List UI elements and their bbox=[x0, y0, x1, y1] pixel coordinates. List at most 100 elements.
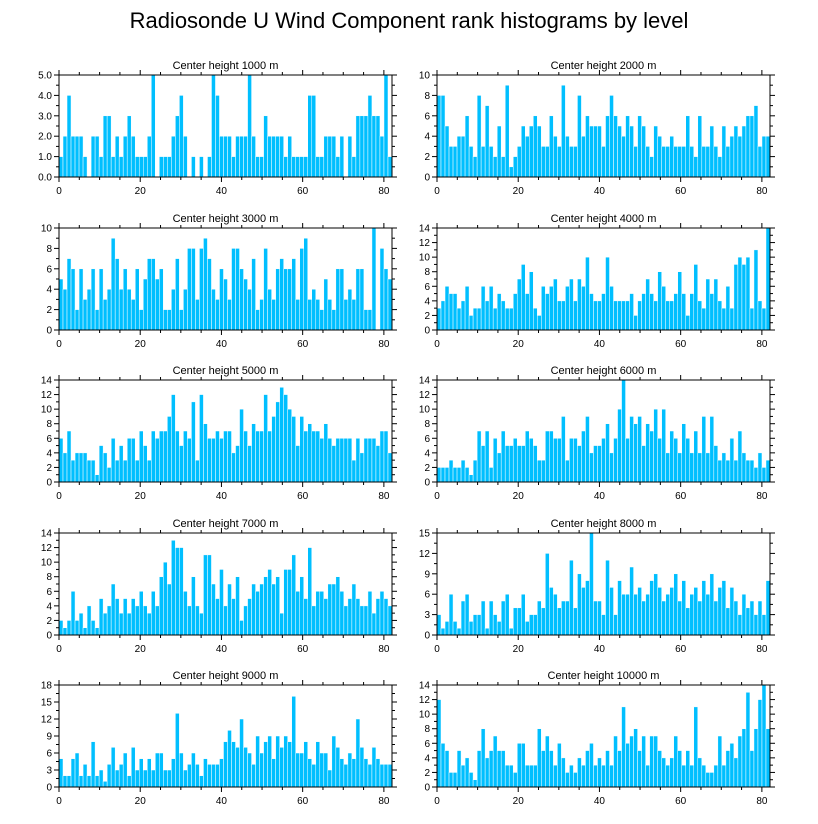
histogram-bar bbox=[721, 764, 727, 788]
histogram-bar bbox=[565, 772, 570, 788]
histogram-bar bbox=[203, 237, 208, 331]
histogram-bar bbox=[138, 591, 144, 636]
histogram-bar bbox=[565, 286, 570, 331]
histogram-bar bbox=[183, 430, 188, 483]
histogram-bar bbox=[456, 307, 462, 331]
histogram-bar bbox=[669, 135, 674, 178]
histogram-bar bbox=[138, 430, 144, 483]
histogram-bar bbox=[247, 445, 252, 483]
histogram-bar bbox=[577, 95, 582, 178]
histogram-bar bbox=[275, 735, 280, 788]
histogram-bar bbox=[339, 758, 345, 788]
histogram-bar bbox=[271, 135, 276, 178]
histogram-bar bbox=[625, 743, 630, 788]
histogram-bar bbox=[367, 764, 373, 788]
x-tick-label: 40 bbox=[216, 186, 228, 197]
histogram-bar bbox=[577, 573, 582, 636]
x-tick-label: 0 bbox=[56, 186, 62, 197]
histogram-bar bbox=[472, 459, 478, 483]
histogram-bar bbox=[613, 300, 618, 331]
histogram-bar bbox=[159, 576, 164, 636]
histogram-bar bbox=[525, 621, 530, 636]
panel-title: Center height 6000 m bbox=[551, 365, 657, 377]
histogram-bar bbox=[545, 293, 550, 331]
histogram-bar bbox=[725, 146, 731, 178]
y-tick-label: 8 bbox=[46, 572, 52, 583]
histogram-bar bbox=[327, 583, 333, 636]
histogram-bar bbox=[62, 288, 68, 331]
histogram-bar bbox=[327, 299, 333, 331]
histogram-bar bbox=[74, 452, 80, 483]
histogram-bar bbox=[581, 135, 586, 178]
histogram-bar bbox=[383, 268, 389, 331]
histogram-bar bbox=[585, 580, 590, 636]
histogram-bar bbox=[86, 605, 92, 636]
histogram-bar bbox=[66, 95, 72, 178]
histogram-bar bbox=[151, 769, 156, 788]
histogram-bar bbox=[151, 258, 156, 331]
histogram-bar bbox=[351, 583, 357, 636]
histogram-bar bbox=[251, 583, 256, 636]
y-tick-label: 6 bbox=[424, 590, 430, 601]
y-tick-label: 4 bbox=[424, 132, 430, 143]
histogram-bar bbox=[62, 135, 68, 178]
histogram-bar bbox=[110, 438, 116, 483]
histogram-bar bbox=[601, 146, 606, 178]
histogram-bar bbox=[118, 764, 124, 788]
histogram-bar bbox=[737, 614, 743, 636]
histogram-bar bbox=[327, 769, 333, 788]
histogram-bar bbox=[235, 445, 240, 483]
histogram-bar bbox=[541, 750, 546, 788]
histogram-bar bbox=[549, 430, 554, 483]
histogram-bar bbox=[94, 309, 100, 331]
histogram-bar bbox=[383, 74, 389, 178]
histogram-bar bbox=[379, 430, 385, 483]
histogram-bar bbox=[195, 605, 200, 636]
histogram-bar bbox=[223, 135, 228, 178]
histogram-bar bbox=[448, 772, 454, 788]
histogram-bar bbox=[637, 416, 642, 483]
x-tick-label: 80 bbox=[378, 186, 390, 197]
histogram-bar bbox=[367, 438, 373, 483]
histogram-bar bbox=[259, 299, 264, 331]
histogram-bar bbox=[641, 445, 646, 483]
histogram-bar bbox=[597, 300, 602, 331]
x-tick-label: 40 bbox=[594, 339, 606, 350]
histogram-bar bbox=[267, 735, 272, 788]
histogram-bar bbox=[701, 416, 707, 483]
histogram-bar bbox=[122, 268, 128, 331]
x-tick-label: 40 bbox=[216, 644, 228, 655]
histogram-bar bbox=[737, 735, 743, 788]
histogram-bar bbox=[151, 591, 156, 636]
histogram-bar bbox=[106, 605, 112, 636]
histogram-bar bbox=[70, 758, 76, 788]
histogram-bar bbox=[243, 747, 248, 788]
histogram-bar bbox=[745, 459, 751, 483]
histogram-bar bbox=[500, 300, 506, 331]
histogram-bar bbox=[367, 309, 373, 331]
histogram-bar bbox=[263, 394, 268, 483]
histogram-bar bbox=[199, 775, 204, 788]
histogram-bar bbox=[335, 268, 341, 331]
x-tick-label: 0 bbox=[56, 796, 62, 807]
histogram-bar bbox=[653, 573, 658, 636]
histogram-bar bbox=[319, 752, 325, 788]
histogram-bar bbox=[500, 600, 506, 636]
histogram-bar bbox=[235, 747, 240, 788]
y-tick-label: 4.0 bbox=[38, 91, 52, 102]
histogram-bar bbox=[171, 540, 176, 636]
histogram-bar bbox=[134, 769, 140, 788]
histogram-bar bbox=[243, 605, 248, 636]
histogram-bar bbox=[673, 735, 678, 788]
histogram-bar bbox=[533, 307, 538, 331]
histogram-bar bbox=[223, 278, 228, 331]
histogram-bar bbox=[561, 416, 566, 483]
histogram-bar bbox=[504, 445, 510, 483]
histogram-bar bbox=[279, 135, 284, 178]
histogram-bar bbox=[70, 591, 76, 636]
histogram-bar bbox=[621, 300, 626, 331]
histogram-bar bbox=[62, 775, 68, 788]
histogram-bar bbox=[134, 459, 140, 483]
x-tick-label: 40 bbox=[594, 644, 606, 655]
histogram-bar bbox=[359, 605, 365, 636]
